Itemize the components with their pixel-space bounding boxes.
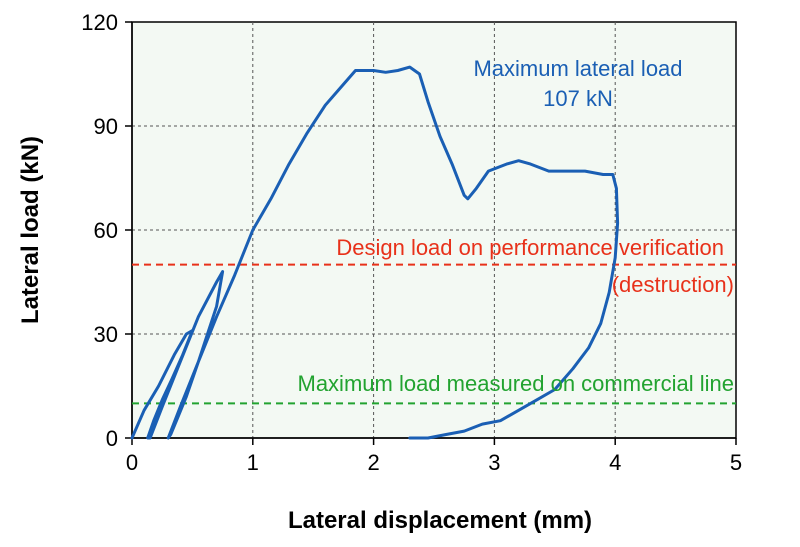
x-tick-label: 1	[247, 450, 259, 475]
design-load-label-line2: (destruction)	[612, 272, 734, 297]
design-load-label: Design load on performance verification	[336, 235, 724, 260]
x-tick-label: 4	[609, 450, 621, 475]
max-load-annotation: Maximum lateral load	[473, 56, 682, 81]
load-displacement-curve	[130, 65, 620, 440]
x-tick-label: 5	[730, 450, 742, 475]
y-axis-title: Lateral load (kN)	[17, 136, 44, 324]
y-tick-label: 30	[94, 322, 118, 347]
series-layer	[130, 65, 620, 440]
y-tick-label: 90	[94, 114, 118, 139]
x-tick-label: 3	[488, 450, 500, 475]
y-tick-label: 60	[94, 218, 118, 243]
tick-labels: 0 1 2 3 4 5 0 30 60 90 120	[81, 10, 742, 475]
y-tick-label: 0	[106, 426, 118, 451]
grid-lines	[132, 22, 736, 438]
y-tick-label: 120	[81, 10, 118, 35]
commercial-line-label: Maximum load measured on commercial line	[298, 371, 735, 396]
x-tick-label: 0	[126, 450, 138, 475]
reference-lines	[132, 263, 736, 405]
x-tick-label: 2	[367, 450, 379, 475]
max-load-value-annotation: 107 kN	[543, 86, 613, 111]
x-axis-title: Lateral displacement (mm)	[288, 507, 592, 534]
